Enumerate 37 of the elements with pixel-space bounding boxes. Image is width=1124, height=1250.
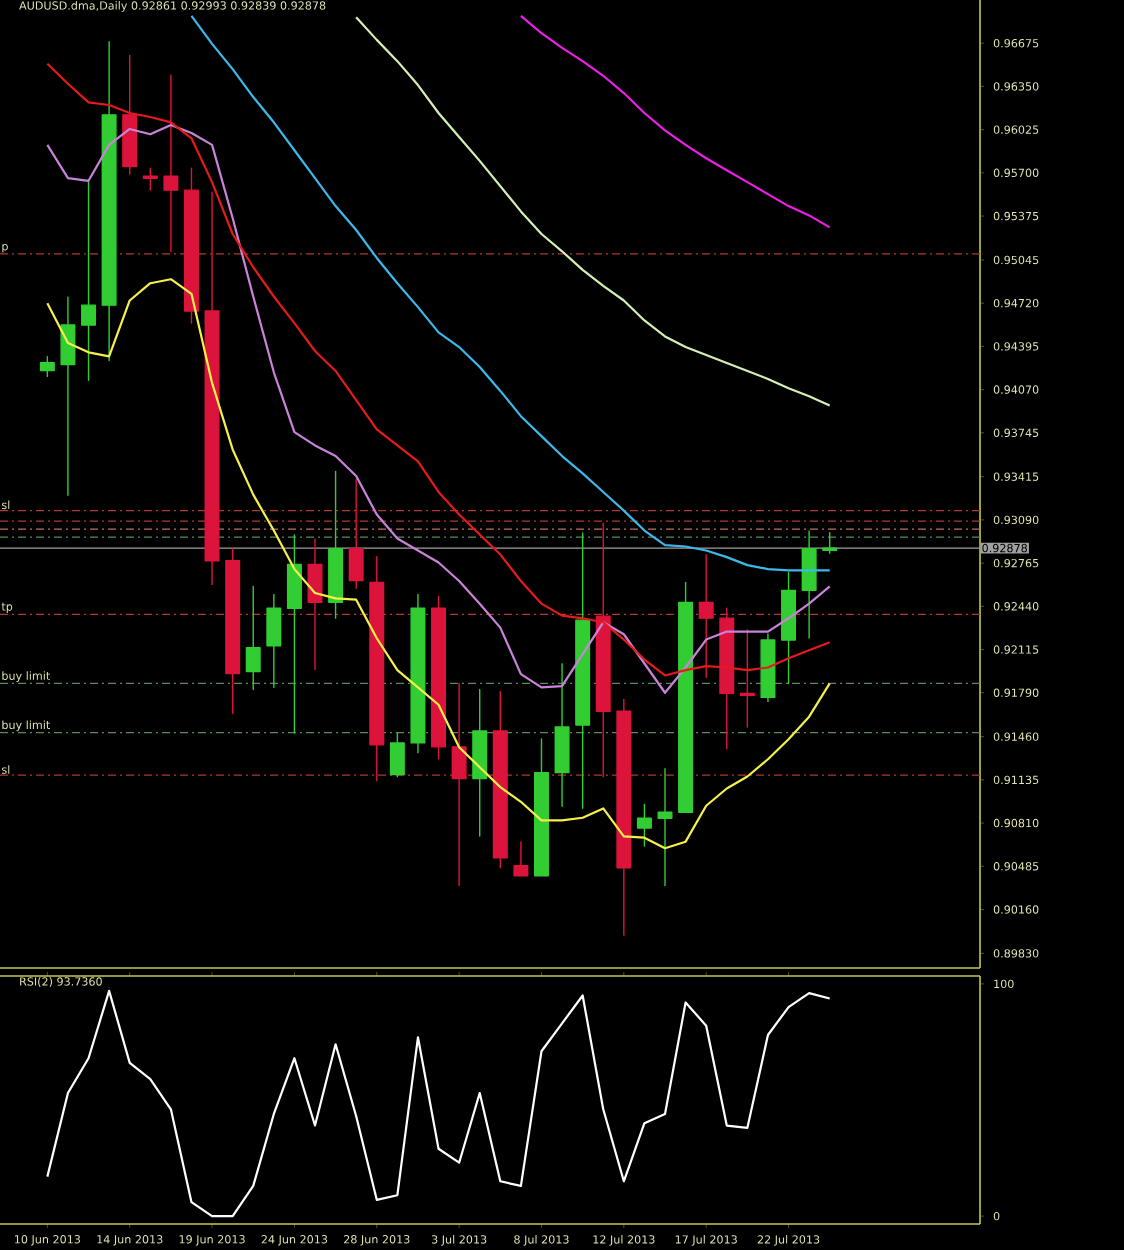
candlestick [39, 355, 55, 378]
line-series [519, 14, 831, 229]
candlestick [472, 688, 488, 837]
candlestick [348, 478, 364, 590]
candlestick [636, 803, 652, 847]
candlestick [719, 607, 735, 750]
candlestick [328, 470, 344, 619]
candlestick [307, 538, 323, 671]
candlestick [781, 571, 797, 685]
line-series [46, 989, 831, 1218]
candlestick [595, 522, 611, 778]
line-series [46, 278, 831, 850]
candlestick [760, 633, 776, 703]
candlestick [245, 585, 261, 691]
candlestick [266, 593, 282, 689]
candlestick [204, 191, 220, 586]
candlestick [163, 74, 179, 253]
candlestick [822, 532, 838, 554]
candlestick [431, 595, 447, 760]
candlestick [389, 732, 405, 778]
candlestick [801, 530, 817, 639]
candlestick [657, 767, 673, 887]
candlestick [575, 532, 591, 809]
candlestick [451, 682, 467, 887]
candlestick [616, 698, 632, 936]
candlestick [225, 548, 241, 714]
candlestick [533, 738, 549, 877]
candlestick [554, 662, 570, 807]
candlestick [122, 54, 138, 175]
candlestick [369, 556, 385, 782]
candlestick [513, 841, 529, 877]
candlestick [101, 40, 117, 362]
candlestick [698, 554, 714, 679]
candlestick [492, 690, 508, 869]
candlestick [678, 581, 694, 813]
candlestick [183, 167, 199, 324]
candlestick [410, 593, 426, 754]
